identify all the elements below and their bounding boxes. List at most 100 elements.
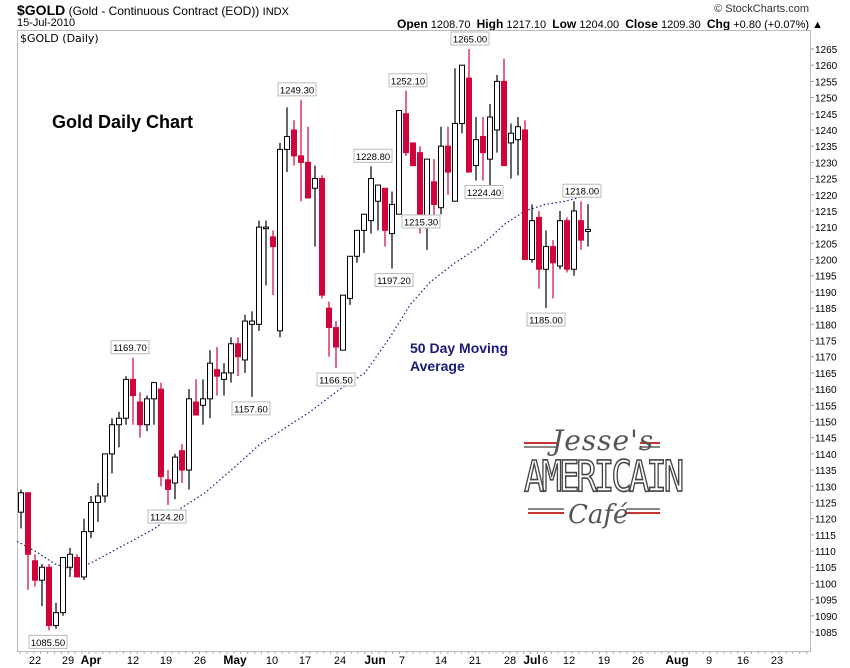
price-label-box (231, 401, 271, 416)
candle-body-up (389, 203, 395, 235)
logo-stripe (640, 446, 660, 448)
y-tick-label: 1195 (815, 272, 837, 283)
x-tick-label: 19 (598, 655, 610, 667)
x-tick-label: 9 (706, 655, 712, 667)
price-label-text: 1124.20 (150, 513, 184, 524)
price-label-text: 1249.30 (280, 85, 314, 96)
y-tick-label: 1205 (815, 239, 838, 250)
price-label-text: 1197.20 (377, 276, 411, 287)
candle-body-down (501, 80, 507, 167)
candle-body-down (522, 129, 528, 261)
price-label-box (464, 185, 504, 200)
price-label-text: 1265.00 (453, 35, 487, 46)
x-tick-label: 22 (29, 655, 41, 667)
y-tick-label: 1215 (815, 207, 838, 218)
candle-body-up (95, 495, 101, 503)
y-tick-label: 1160 (815, 385, 837, 396)
candle-body-up (123, 378, 129, 419)
y-tick-label: 1245 (815, 110, 838, 121)
candle-body-down (578, 220, 584, 241)
y-tick-label: 1165 (815, 369, 837, 380)
candle-body-up (585, 228, 591, 232)
x-tick-label: 28 (504, 655, 516, 667)
candle-body-down (165, 479, 171, 491)
candle-body-up (361, 213, 367, 231)
copyright: © StockCharts.com (714, 3, 809, 15)
price-label-box (147, 509, 187, 524)
y-tick-label: 1260 (815, 61, 838, 72)
candle-body-down (137, 401, 143, 426)
candle-body-down (291, 129, 297, 157)
x-tick-label: 7 (399, 655, 405, 667)
y-tick-label: 1100 (815, 579, 837, 590)
candle-body-up (151, 382, 157, 400)
y-tick-label: 1090 (815, 612, 838, 623)
candle-body-up (60, 557, 66, 614)
chart-date: 15-Jul-2010 (17, 17, 76, 29)
price-label-box (401, 214, 441, 229)
y-tick-label: 1130 (815, 482, 837, 493)
price-label-box (316, 372, 356, 387)
price-label-text: 1228.80 (356, 152, 390, 163)
x-tick-label: 21 (469, 655, 481, 667)
x-tick-label: 12 (127, 655, 139, 667)
candle-body-up (508, 132, 514, 144)
candle-body-down (382, 187, 388, 231)
candle-body-up (88, 501, 94, 533)
logo-stripe (524, 446, 558, 448)
candle-body-down (25, 492, 31, 555)
x-tick-label: 16 (737, 655, 749, 667)
jesses-cafe-logo: Jesse's AMERICAIN Café (522, 424, 685, 536)
y-tick-label: 1135 (815, 466, 837, 477)
price-label-text: 1224.40 (467, 188, 501, 199)
candle-body-down (46, 566, 52, 627)
candle-body-up (459, 64, 465, 124)
symbol: $GOLD (17, 2, 66, 18)
candle-body-up (312, 178, 318, 189)
plot-label: $GOLD (Daily) (20, 32, 99, 45)
high-value: 1217.10 (506, 19, 547, 31)
plot-area (17, 30, 811, 652)
candle-body-up (242, 320, 248, 361)
logo-stripe (626, 508, 660, 510)
candle-body-up (375, 184, 381, 202)
y-tick-label: 1255 (815, 77, 838, 88)
price-label-text: 1218.00 (565, 187, 599, 198)
candle-body-down (130, 378, 136, 397)
exchange: INDX (262, 6, 289, 18)
high-label: High (476, 17, 504, 31)
candle-body-up (438, 145, 444, 209)
y-tick-label: 1120 (815, 515, 837, 526)
candle-body-down (564, 220, 570, 270)
candle-body-up (340, 294, 346, 351)
open-value: 1208.70 (430, 19, 471, 31)
candle-body-down (445, 145, 451, 173)
candle-body-up (18, 492, 24, 513)
candle-body-down (326, 307, 332, 329)
candle-body-up (424, 158, 430, 222)
x-tick-label: Jun (364, 653, 385, 667)
candle-body-up (102, 453, 108, 497)
y-tick-label: 1210 (815, 223, 838, 234)
candle-body-up (221, 372, 227, 380)
candle-body-down (158, 388, 164, 478)
x-tick-label: 24 (334, 655, 346, 667)
candle-body-down (431, 181, 437, 205)
low-label: Low (552, 17, 577, 31)
candle-body-up (284, 135, 290, 150)
price-label-box (353, 148, 393, 163)
logo-line2: AMERICAIN (523, 451, 685, 503)
x-tick-label: 12 (563, 655, 575, 667)
candle-body-up (473, 139, 479, 167)
candle-body-up (81, 531, 87, 578)
candle-body-down (466, 77, 472, 173)
y-tick-label: 1250 (815, 94, 838, 105)
candle-body-down (179, 450, 185, 471)
candle-body-up (207, 362, 213, 400)
price-label-box (110, 340, 150, 355)
y-tick-label: 1110 (815, 547, 836, 558)
candle-body-up (452, 122, 458, 202)
y-tick-label: 1095 (815, 596, 838, 607)
x-tick-label: 17 (299, 655, 311, 667)
